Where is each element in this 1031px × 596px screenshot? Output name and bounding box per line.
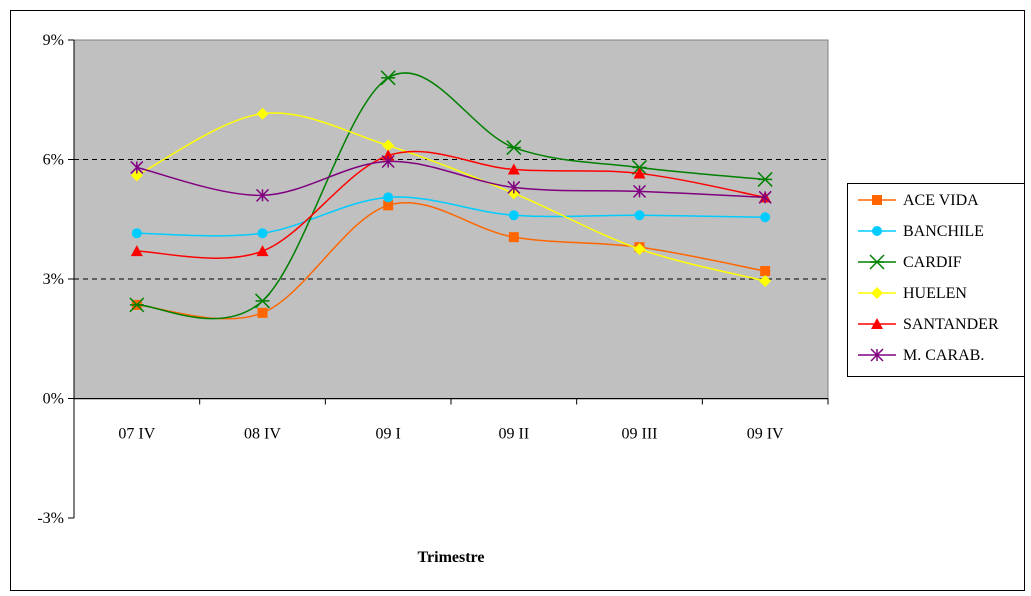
legend-marker	[872, 226, 882, 236]
marker-square	[508, 232, 519, 243]
series-line	[136, 150, 766, 259]
series-huelen	[130, 107, 772, 287]
data-point	[130, 160, 144, 174]
legend-marker	[871, 287, 883, 299]
marker-diamond	[871, 287, 883, 299]
marker-diamond	[759, 274, 772, 287]
data-point	[634, 210, 645, 221]
marker-circle	[634, 210, 645, 221]
marker-diamond	[130, 169, 143, 182]
data-point	[759, 274, 772, 287]
data-point	[508, 232, 519, 243]
legend-item: SANTANDER	[858, 316, 999, 333]
plot-area	[73, 39, 829, 400]
data-point	[758, 190, 772, 204]
data-point	[130, 169, 143, 182]
marker-triangle	[256, 245, 269, 257]
marker-circle	[760, 212, 771, 223]
x-tick-label: 08 IV	[244, 426, 281, 443]
legend-label: BANCHILE	[903, 223, 984, 240]
legend-item: CARDIF	[858, 254, 962, 271]
data-point	[129, 297, 145, 313]
data-point	[257, 307, 268, 318]
legend-marker	[870, 348, 884, 362]
marker-square	[760, 266, 771, 277]
data-point	[256, 245, 269, 257]
marker-diamond	[382, 139, 395, 152]
data-point	[633, 167, 646, 179]
marker-diamond	[256, 107, 269, 120]
legend-item: BANCHILE	[858, 223, 984, 240]
data-point	[760, 266, 771, 277]
series-m-carab	[130, 154, 772, 204]
marker-square	[872, 195, 882, 205]
x-axis-title: Trimestre	[418, 549, 485, 566]
x-tick-label: 09 IV	[747, 426, 784, 443]
data-point	[632, 184, 647, 198]
marker-square	[383, 200, 394, 211]
marker-circle	[383, 192, 394, 203]
data-point	[257, 228, 268, 239]
data-point	[757, 171, 773, 187]
legend-marker	[872, 195, 882, 205]
y-tick-label: 3%	[43, 271, 64, 288]
y-tick-label: -3%	[37, 510, 64, 527]
legend-item: M. CARAB.	[858, 347, 984, 364]
series-line	[136, 196, 766, 237]
y-tick-label: 6%	[43, 152, 64, 169]
legend-marker	[871, 318, 883, 329]
legend-box	[847, 183, 1025, 377]
marker-circle	[131, 228, 142, 239]
marker-square	[257, 307, 268, 318]
legend-label: CARDIF	[903, 254, 962, 271]
legend-label: M. CARAB.	[903, 347, 984, 364]
legend-label: ACE VIDA	[903, 192, 979, 209]
data-point	[254, 293, 271, 309]
marker-circle	[872, 226, 882, 236]
legend-marker	[869, 254, 885, 270]
data-point	[255, 188, 270, 202]
x-tick-label: 07 IV	[118, 426, 155, 443]
data-point	[760, 212, 771, 223]
data-point	[383, 192, 394, 203]
series-line	[136, 112, 766, 282]
axes: 9% 6% 3% 0% -3% 07 IV 08 IV 09 I 09 II 09 III 09 I…	[37, 32, 829, 527]
x-tick-label: 09 I	[376, 426, 401, 443]
x-tick-label: 09 III	[622, 426, 658, 443]
marker-triangle	[507, 163, 520, 175]
marker-diamond	[633, 243, 646, 256]
series-line	[136, 202, 766, 320]
data-point	[508, 210, 519, 221]
data-point	[382, 139, 395, 152]
data-point	[256, 107, 269, 120]
series-line	[136, 160, 766, 199]
data-point	[507, 163, 520, 175]
legend: ACE VIDA BANCHILE CARDIF HUELEN SANTANDER M. …	[847, 183, 1025, 377]
data-point	[381, 154, 395, 169]
data-point	[380, 70, 396, 86]
data-point	[507, 180, 521, 194]
series-group	[129, 70, 773, 320]
legend-label: SANTANDER	[903, 316, 999, 333]
x-tick-label: 09 II	[499, 426, 530, 443]
marker-circle	[257, 228, 268, 239]
data-point	[131, 228, 142, 239]
y-tick-label: 0%	[43, 391, 64, 408]
data-point	[506, 140, 522, 156]
marker-triangle	[633, 167, 646, 179]
data-point	[383, 200, 394, 211]
legend-label: HUELEN	[903, 285, 967, 302]
marker-circle	[508, 210, 519, 221]
legend-item: HUELEN	[858, 285, 967, 302]
data-point	[633, 243, 646, 256]
legend-item: ACE VIDA	[858, 192, 979, 209]
marker-triangle	[871, 318, 883, 329]
data-point	[130, 245, 143, 257]
marker-triangle	[130, 245, 143, 257]
y-tick-label: 9%	[43, 32, 64, 49]
series-banchile	[131, 192, 771, 239]
